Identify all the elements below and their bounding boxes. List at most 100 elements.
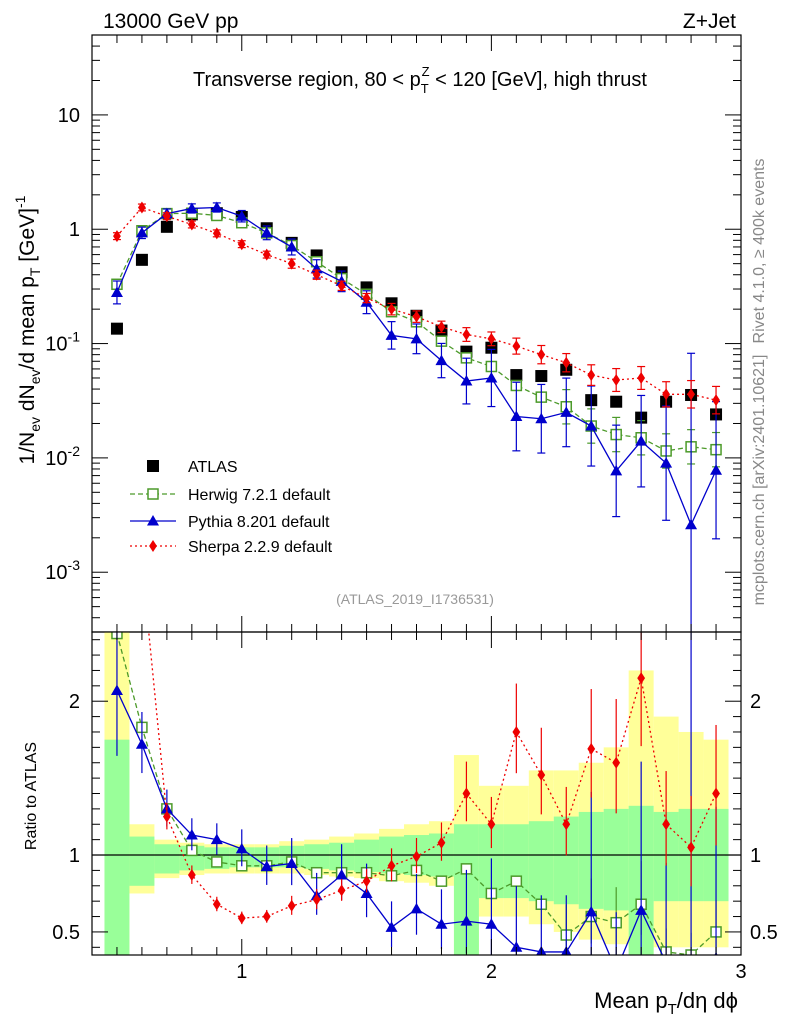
atlas-point — [610, 395, 623, 408]
sherpa-ratio-point — [562, 818, 571, 831]
herwig-ratio-point — [510, 875, 523, 887]
pythia-ratio-point — [460, 915, 473, 926]
x-tick-label: 1 — [236, 961, 247, 983]
watermark: (ATLAS_2019_I1736531) — [336, 591, 494, 607]
sherpa-point — [662, 388, 671, 401]
sherpa-point — [462, 328, 471, 341]
pythia-ratio-point — [110, 684, 123, 695]
sherpa-ratio-point — [187, 869, 196, 882]
atlas-point — [485, 341, 498, 354]
green-uncertainty-band — [104, 739, 130, 955]
sherpa-point — [287, 257, 296, 270]
pythia-point — [435, 354, 448, 366]
green-uncertainty-band — [528, 821, 554, 902]
sherpa-ratio-point — [312, 893, 321, 906]
y-tick-label: 10 — [58, 105, 80, 127]
pythia-point — [110, 286, 123, 297]
sherpa-point — [162, 210, 171, 223]
ratio-y-tick-label: 2 — [69, 691, 80, 713]
sherpa-legend-marker — [149, 540, 157, 552]
pythia-ratio-point — [285, 857, 298, 868]
pythia-ratio-point — [235, 842, 248, 854]
pythia-point — [260, 226, 273, 238]
pythia-ratio-point — [485, 918, 498, 929]
pythia-ratio-point — [360, 887, 373, 898]
pythia-point — [535, 412, 548, 424]
pythia-ratio-point — [185, 829, 198, 840]
pythia-ratio-point — [260, 860, 273, 872]
sherpa-point — [138, 201, 146, 214]
sherpa-ratio-point — [437, 836, 446, 849]
sherpa-ratio-point — [287, 899, 296, 912]
sherpa-legend-label: Sherpa 2.2.9 default — [188, 539, 333, 556]
sherpa-ratio-point — [337, 884, 346, 897]
sherpa-point — [113, 230, 121, 243]
sherpa-ratio-point — [237, 912, 246, 925]
atlas-legend-label: ATLAS — [188, 459, 238, 476]
main-title: Transverse region, 80 < pTZ < 120 [GeV],… — [193, 64, 647, 96]
pythia-legend-label: Pythia 8.201 default — [188, 514, 330, 531]
atlas-point — [135, 253, 148, 266]
sherpa-ratio-point — [162, 810, 171, 823]
sherpa-ratio-point — [537, 769, 546, 782]
sherpa-point — [237, 238, 246, 251]
sherpa-point — [537, 348, 546, 361]
sherpa-point — [337, 279, 346, 292]
pythia-point — [385, 329, 398, 340]
pythia-ratio-point — [610, 964, 622, 975]
sherpa-point — [412, 310, 421, 323]
pythia-point — [585, 420, 598, 431]
sherpa-ratio-point — [612, 756, 621, 769]
x-tick-label: 3 — [735, 961, 746, 983]
pythia-point — [210, 201, 223, 212]
pythia-line — [116, 206, 717, 527]
pythia-ratio-point — [135, 738, 148, 749]
atlas-legend-marker — [147, 460, 159, 472]
green-uncertainty-band — [154, 844, 180, 874]
header-left: 13000 GeV pp — [103, 10, 238, 33]
pythia-point — [685, 518, 698, 530]
pythia-point — [410, 332, 423, 344]
sherpa-point — [387, 303, 396, 316]
ratio-panel: 0.5 0.5 1 1 2 2 1 2 3 Ratio to ATLAS Mean pT/dη … — [23, 557, 778, 1018]
legend: ATLAS Herwig 7.2.1 default Pythia 8.201 de… — [130, 459, 333, 556]
green-uncertainty-band — [129, 836, 155, 886]
sherpa-ratio-point — [212, 898, 221, 911]
ratio-ylabel: Ratio to ATLAS — [23, 742, 40, 850]
x-tick-label: 2 — [486, 961, 497, 983]
y-tick-label: 10-3 — [45, 557, 80, 584]
pythia-point — [560, 406, 573, 417]
x-axis-label: Mean pT/dη dϕ — [594, 988, 738, 1018]
sherpa-ratio-point — [687, 841, 695, 854]
sherpa-point — [312, 268, 321, 281]
pythia-legend-marker — [147, 515, 159, 526]
pythia-point — [510, 410, 523, 422]
pythia-ratio-point — [385, 921, 398, 932]
sherpa-ratio-point — [512, 725, 521, 738]
pythia-point — [185, 202, 198, 213]
sherpa-point — [562, 356, 571, 369]
sherpa-point — [637, 371, 646, 384]
ratio-y-tick-label: 1 — [69, 845, 80, 867]
ratio-y-tick-label-right: 1 — [750, 845, 761, 867]
pythia-ratio-point — [335, 869, 348, 880]
sherpa-ratio-point — [637, 672, 646, 685]
sherpa-point — [587, 369, 596, 382]
pythia-point — [485, 371, 498, 383]
pythia-point — [635, 435, 648, 446]
sherpa-point — [187, 218, 196, 231]
ratio-y-tick-label: 0.5 — [52, 922, 80, 944]
header-right: Z+Jet — [683, 10, 736, 33]
pythia-ratio-point — [635, 904, 648, 915]
green-uncertainty-band — [304, 844, 330, 869]
sherpa-point — [512, 340, 521, 353]
sherpa-point — [712, 394, 720, 407]
sherpa-point — [487, 332, 496, 345]
sherpa-ratio-point — [138, 557, 146, 569]
atlas-point — [535, 370, 548, 383]
sherpa-ratio-point — [462, 787, 471, 800]
y-tick-label: 10-2 — [45, 443, 80, 470]
sherpa-ratio-point — [387, 859, 396, 872]
sherpa-point — [437, 320, 446, 333]
